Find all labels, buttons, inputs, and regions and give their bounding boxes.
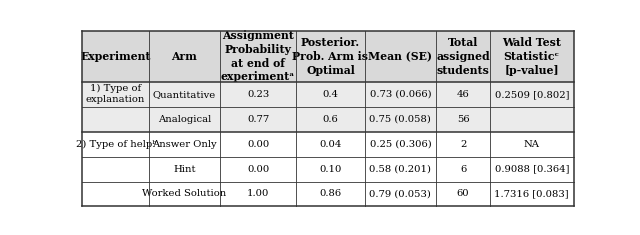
Text: Posterior.
Prob. Arm is
Optimal: Posterior. Prob. Arm is Optimal xyxy=(292,37,369,76)
Text: 0.00: 0.00 xyxy=(247,164,269,174)
Text: 0.10: 0.10 xyxy=(319,164,342,174)
Text: 0.04: 0.04 xyxy=(319,140,342,149)
Text: 0.75 (0.058): 0.75 (0.058) xyxy=(369,115,431,124)
Text: Arm: Arm xyxy=(172,51,197,62)
Bar xyxy=(83,31,573,82)
Text: 2: 2 xyxy=(460,140,466,149)
Text: 2) Type of helpᵇ: 2) Type of helpᵇ xyxy=(76,140,156,149)
Text: 0.58 (0.201): 0.58 (0.201) xyxy=(369,164,431,174)
Text: Quantitative: Quantitative xyxy=(153,90,216,99)
Text: Assignment
Probability
at end of
experimentᵃ: Assignment Probability at end of experim… xyxy=(221,30,295,82)
Text: Wald Test
Statisticᶜ
[p-value]: Wald Test Statisticᶜ [p-value] xyxy=(502,37,561,76)
Text: 60: 60 xyxy=(457,189,469,199)
Bar xyxy=(83,132,573,157)
Text: 1.00: 1.00 xyxy=(247,189,269,199)
Text: 1) Type of
explanation: 1) Type of explanation xyxy=(86,84,145,104)
Text: 1.7316 [0.083]: 1.7316 [0.083] xyxy=(495,189,569,199)
Text: 0.23: 0.23 xyxy=(247,90,269,99)
Text: 0.25 (0.306): 0.25 (0.306) xyxy=(369,140,431,149)
Bar xyxy=(83,82,573,107)
Text: Experiment: Experiment xyxy=(81,51,151,62)
Text: 6: 6 xyxy=(460,164,466,174)
Bar xyxy=(83,181,573,206)
Text: NA: NA xyxy=(524,140,540,149)
Text: 0.9088 [0.364]: 0.9088 [0.364] xyxy=(495,164,569,174)
Text: Mean (SE): Mean (SE) xyxy=(369,51,433,62)
Text: 0.2509 [0.802]: 0.2509 [0.802] xyxy=(495,90,569,99)
Text: Worked Solution: Worked Solution xyxy=(142,189,227,199)
Text: 0.4: 0.4 xyxy=(323,90,339,99)
Text: 0.00: 0.00 xyxy=(247,140,269,149)
Text: Analogical: Analogical xyxy=(157,115,211,124)
Bar xyxy=(83,157,573,181)
Text: 0.77: 0.77 xyxy=(247,115,269,124)
Text: 0.73 (0.066): 0.73 (0.066) xyxy=(370,90,431,99)
Text: 56: 56 xyxy=(457,115,469,124)
Text: 0.79 (0.053): 0.79 (0.053) xyxy=(369,189,431,199)
Text: 46: 46 xyxy=(457,90,469,99)
Text: Total
assigned
students: Total assigned students xyxy=(436,37,490,76)
Text: Hint: Hint xyxy=(173,164,196,174)
Bar xyxy=(83,107,573,132)
Text: Answer Only: Answer Only xyxy=(152,140,217,149)
Text: 0.86: 0.86 xyxy=(319,189,342,199)
Text: 0.6: 0.6 xyxy=(323,115,339,124)
